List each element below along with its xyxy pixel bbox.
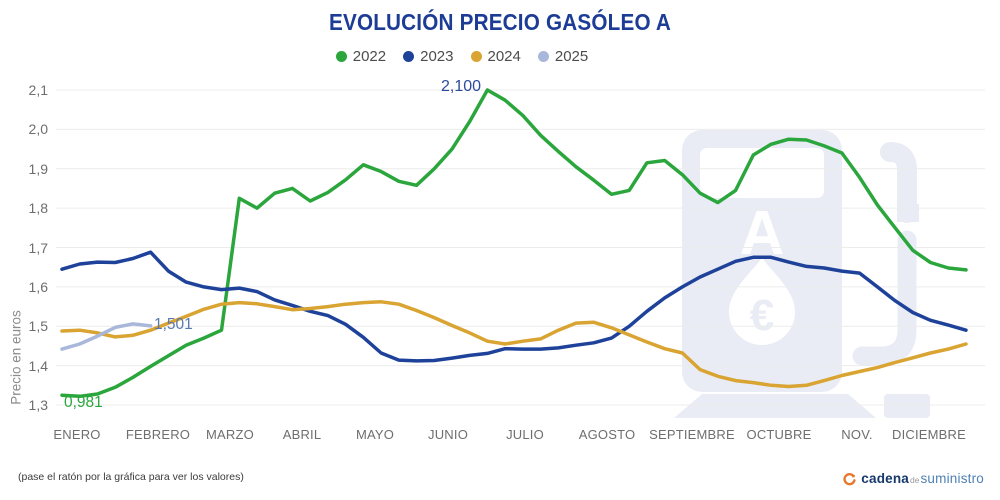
y-axis-tick: 1,9 bbox=[28, 160, 48, 177]
x-axis-label-diciembre: DICIEMBRE bbox=[891, 427, 967, 442]
series-line-2023[interactable] bbox=[60, 250, 968, 363]
legend-label: 2025 bbox=[554, 48, 589, 65]
watermark-euro-sign: € bbox=[750, 291, 774, 340]
y-axis-tick: 1,3 bbox=[28, 397, 48, 413]
x-axis-label-mayo: MAYO bbox=[355, 427, 395, 442]
series-line-2022[interactable] bbox=[60, 88, 968, 399]
x-axis-label-junio: JUNIO bbox=[428, 427, 468, 442]
x-axis-label-nov: NOV. bbox=[841, 427, 873, 442]
x-axis-label-marzo: MARZO bbox=[206, 427, 254, 442]
x-axis-label-abril: ABRIL bbox=[282, 427, 322, 442]
hover-hint: (pase el ratón por la gráfica para ver l… bbox=[18, 471, 244, 483]
legend-dot-2025 bbox=[537, 51, 549, 62]
legend-dot-2022 bbox=[335, 51, 347, 62]
y-axis-tick: 2,0 bbox=[28, 121, 48, 138]
legend-item-2023: 2023 bbox=[403, 48, 454, 65]
y-axis-tick: 1,7 bbox=[28, 239, 48, 256]
x-axis-label-febrero: FEBRERO bbox=[125, 427, 191, 442]
cadena-de-suministro-logo[interactable]: cadenadesuministro bbox=[842, 471, 984, 486]
legend-dot-2024 bbox=[470, 51, 482, 62]
y-axis-tick: 1,8 bbox=[28, 200, 48, 217]
legend-label: 2022 bbox=[352, 48, 387, 65]
legend-item-2025: 2025 bbox=[537, 48, 589, 65]
logo-text-de: de bbox=[910, 475, 920, 485]
series-line-2024[interactable] bbox=[60, 300, 968, 389]
chart-title: EVOLUCIÓN PRECIO GASÓLEO A bbox=[328, 9, 672, 35]
x-axis-label-octubre: OCTUBRE bbox=[746, 427, 812, 442]
series-line-2025[interactable] bbox=[60, 322, 153, 351]
y-axis-tick: 1,6 bbox=[28, 278, 48, 295]
y-axis-tick: 1,5 bbox=[28, 318, 48, 335]
x-axis-label-enero: ENERO bbox=[53, 427, 101, 442]
logo-text-cadena: cadena bbox=[861, 471, 910, 486]
annotation-last-2025: 1,501 bbox=[154, 316, 193, 333]
logo-icon bbox=[843, 472, 856, 485]
legend-label: 2024 bbox=[487, 48, 521, 65]
legend-dot-2023 bbox=[403, 51, 415, 62]
annotation-max-2100: 2,100 bbox=[441, 78, 482, 95]
y-axis-tick: 1,4 bbox=[28, 357, 48, 374]
annotation-start-2022: 0,981 bbox=[64, 394, 103, 411]
legend: 2022 2023 2024 2025 bbox=[0, 48, 962, 65]
x-axis-label-julio: JULIO bbox=[506, 427, 544, 442]
legend-item-2024: 2024 bbox=[470, 48, 521, 65]
x-axis-label-agosto: AGOSTO bbox=[578, 427, 636, 442]
x-axis-label-septiembre: SEPTIEMBRE bbox=[649, 427, 735, 442]
logo-text-suministro: suministro bbox=[920, 471, 984, 486]
legend-item-2022: 2022 bbox=[335, 48, 387, 65]
legend-label: 2023 bbox=[420, 48, 454, 65]
y-axis-tick: 2,1 bbox=[28, 82, 48, 98]
